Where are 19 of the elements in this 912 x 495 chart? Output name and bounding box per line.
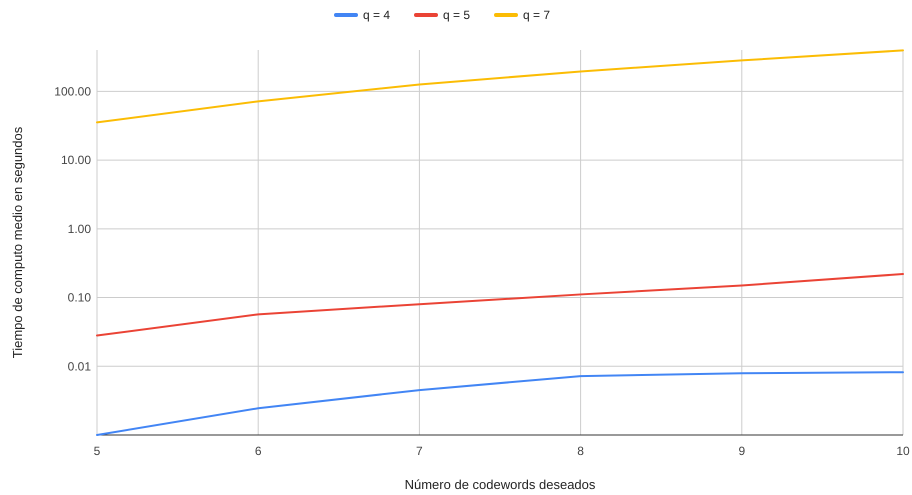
y-tick-label: 0.10 [68,290,92,305]
legend-label: q = 4 [363,8,390,22]
line-series [96,273,904,337]
legend-label: q = 5 [443,8,470,22]
y-axis-title: Tiempo de computo medio en segundos [10,126,25,358]
y-tick-label: 1.00 [68,222,92,236]
y-tick-label: 0.01 [68,359,92,374]
x-tick-label: 7 [416,444,424,458]
x-tick-label: 6 [254,444,262,458]
line-series [96,49,904,124]
line-series [96,371,904,436]
x-axis-title: Número de codewords deseados [404,477,596,492]
x-tick-label: 5 [94,444,101,458]
y-tick-label: 10.00 [60,153,92,168]
x-tick-label: 9 [738,444,746,458]
legend-label: q = 7 [523,8,550,22]
x-tick-label: 8 [577,444,584,458]
x-tick-label: 10 [896,444,910,458]
y-tick-label: 100.00 [54,84,92,98]
